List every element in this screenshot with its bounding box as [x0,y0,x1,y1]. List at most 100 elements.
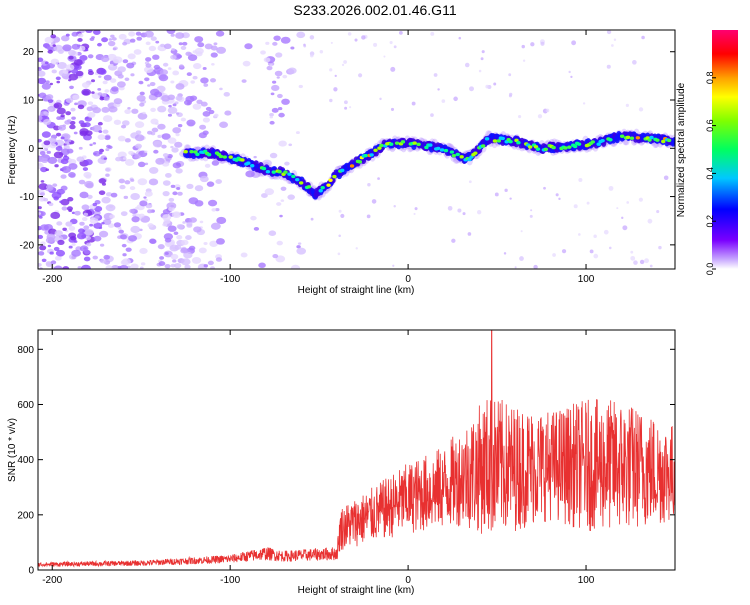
noise-speckle [85,235,92,241]
noise-speckle [411,101,416,106]
ridge-highlight [428,143,433,147]
snr-frame [37,329,676,571]
noise-speckle [105,204,116,212]
noise-speckle [79,245,89,252]
noise-speckle [170,184,176,189]
noise-speckle [276,202,282,206]
spectrogram-x-ticks: -200 -100 0 100 [42,30,595,285]
noise-speckle [39,245,47,251]
noise-speckle [127,53,136,60]
noise-speckle [78,45,86,51]
noise-speckle [182,221,186,224]
noise-speckle [269,120,275,125]
noise-speckle [176,162,181,166]
noise-speckle [92,125,102,133]
noise-speckle [118,229,124,234]
noise-speckle [130,73,135,77]
noise-speckle [38,138,42,143]
noise-speckle [160,43,165,48]
noise-speckle [78,179,86,185]
noise-speckle [65,33,70,37]
noise-speckle [275,255,286,263]
noise-speckle [260,50,266,55]
noise-speckle [199,175,209,183]
ridge-highlight [449,150,455,154]
ridge-highlight [349,164,355,168]
noise-speckle [354,38,358,42]
noise-speckle [641,35,645,40]
noise-speckle [94,215,100,219]
ridge-highlight [320,185,325,190]
noise-speckle [504,188,508,193]
noise-speckle [91,91,95,94]
noise-speckle [110,265,120,269]
noise-speckle [97,121,103,126]
noise-speckle [50,211,61,220]
ridge-highlight [629,136,635,140]
noise-speckle [121,124,127,129]
noise-speckle [54,230,63,237]
noise-speckle [183,249,188,254]
noise-speckle [53,246,60,252]
noise-speckle [83,256,91,262]
noise-speckle [78,120,85,125]
noise-speckle [102,129,109,134]
noise-speckle [219,87,223,91]
noise-speckle [371,199,377,204]
noise-speckle [319,50,324,54]
noise-speckle [310,53,314,58]
ridge-highlight [563,146,568,150]
noise-speckle [98,178,107,184]
ridge-highlight [596,142,601,146]
noise-speckle [309,35,315,40]
noise-speckle [468,180,472,184]
ridge-highlight [551,145,556,150]
noise-speckle [145,203,153,209]
noise-speckle [101,93,107,97]
noise-speckle [87,101,94,106]
noise-speckle [97,87,102,91]
noise-speckle [199,124,207,130]
noise-speckle [272,80,277,84]
noise-speckle [190,80,195,84]
noise-speckle [68,49,76,56]
spectrogram-marks [38,30,675,269]
spectrogram-x-tick-label: 100 [578,274,595,285]
spectrogram-y-tick-label: 10 [23,96,35,107]
noise-speckle [269,152,278,159]
noise-speckle [177,124,183,128]
noise-speckle [103,157,108,160]
spectrogram-x-axis-label: Height of straight line (km) [298,285,415,296]
noise-speckle [441,99,446,103]
noise-speckle [138,213,145,218]
noise-speckle [62,44,72,52]
noise-speckle [310,217,314,221]
ridge-highlight [271,170,276,174]
noise-speckle [38,77,47,85]
noise-speckle [135,143,142,149]
noise-speckle [621,216,624,220]
ridge-highlight [496,139,502,143]
noise-speckle [163,218,171,224]
noise-speckle [46,150,51,154]
noise-speckle [38,115,43,121]
ridge-highlight [373,148,378,152]
noise-speckle [271,107,279,113]
noise-speckle [87,70,94,76]
noise-speckle [101,222,105,225]
noise-speckle [269,64,273,67]
noise-speckle [123,195,129,200]
noise-speckle [366,214,371,219]
noise-speckle [210,78,217,83]
noise-speckle [40,180,45,183]
noise-speckle [189,95,198,101]
noise-speckle [188,197,199,205]
noise-speckle [530,209,533,212]
noise-speckle [215,207,220,212]
noise-speckle [329,68,333,72]
noise-speckle [139,247,148,255]
noise-speckle [130,192,140,200]
ridge-highlight [240,158,245,162]
noise-speckle [73,59,83,66]
